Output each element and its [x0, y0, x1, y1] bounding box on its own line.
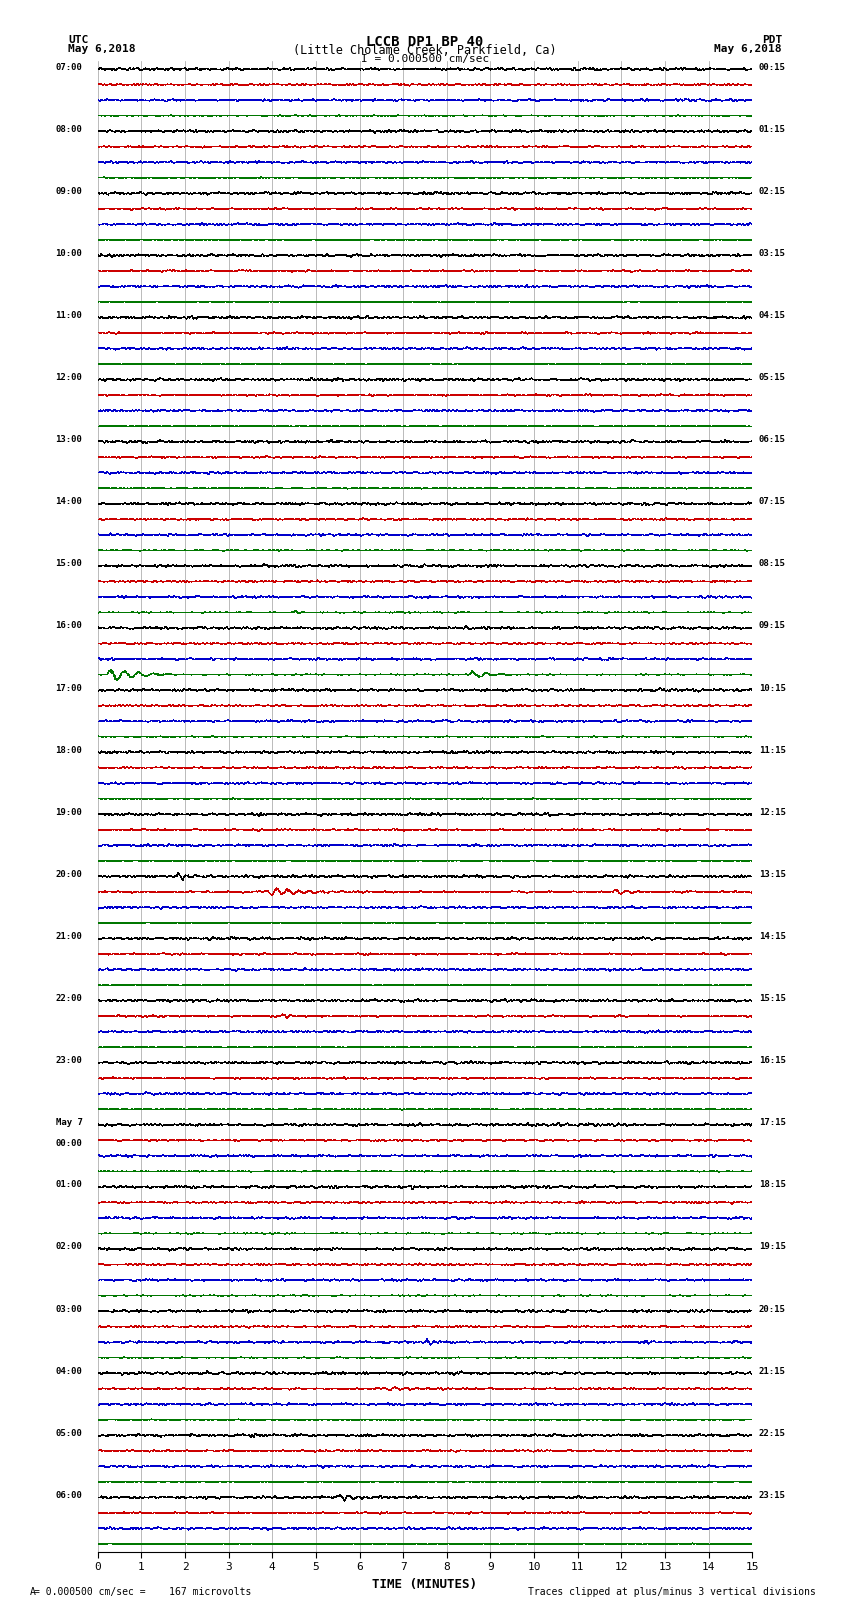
Text: 21:00: 21:00 [55, 932, 82, 940]
Text: 14:15: 14:15 [759, 932, 785, 940]
Text: 02:15: 02:15 [759, 187, 785, 195]
Text: 05:00: 05:00 [55, 1429, 82, 1437]
Text: 14:00: 14:00 [55, 497, 82, 506]
Text: May 6,2018: May 6,2018 [68, 44, 135, 55]
Text: 23:00: 23:00 [55, 1057, 82, 1065]
X-axis label: TIME (MINUTES): TIME (MINUTES) [372, 1578, 478, 1590]
Text: 10:15: 10:15 [759, 684, 785, 692]
Text: 04:00: 04:00 [55, 1366, 82, 1376]
Text: 21:15: 21:15 [759, 1366, 785, 1376]
Text: I = 0.000500 cm/sec: I = 0.000500 cm/sec [361, 53, 489, 65]
Text: 07:00: 07:00 [55, 63, 82, 71]
Text: 18:00: 18:00 [55, 745, 82, 755]
Text: 19:15: 19:15 [759, 1242, 785, 1252]
Text: 15:00: 15:00 [55, 560, 82, 568]
Text: 08:15: 08:15 [759, 560, 785, 568]
Text: 06:00: 06:00 [55, 1490, 82, 1500]
Text: 16:15: 16:15 [759, 1057, 785, 1065]
Text: 03:15: 03:15 [759, 248, 785, 258]
Text: 13:00: 13:00 [55, 436, 82, 444]
Text: 15:15: 15:15 [759, 994, 785, 1003]
Text: (Little Cholame Creek, Parkfield, Ca): (Little Cholame Creek, Parkfield, Ca) [293, 44, 557, 58]
Text: 19:00: 19:00 [55, 808, 82, 816]
Text: 17:15: 17:15 [759, 1118, 785, 1127]
Text: 22:00: 22:00 [55, 994, 82, 1003]
Text: Traces clipped at plus/minus 3 vertical divisions: Traces clipped at plus/minus 3 vertical … [528, 1587, 816, 1597]
Text: 10:00: 10:00 [55, 248, 82, 258]
Text: 09:15: 09:15 [759, 621, 785, 631]
Text: 01:00: 01:00 [55, 1181, 82, 1189]
Text: UTC: UTC [68, 35, 88, 45]
Text: 18:15: 18:15 [759, 1181, 785, 1189]
Text: PDT: PDT [762, 35, 782, 45]
Text: 11:15: 11:15 [759, 745, 785, 755]
Text: 04:15: 04:15 [759, 311, 785, 319]
Text: = 0.000500 cm/sec =    167 microvolts: = 0.000500 cm/sec = 167 microvolts [34, 1587, 252, 1597]
Text: 17:00: 17:00 [55, 684, 82, 692]
Text: May 7: May 7 [55, 1118, 82, 1127]
Text: 16:00: 16:00 [55, 621, 82, 631]
Text: 05:15: 05:15 [759, 373, 785, 382]
Text: 13:15: 13:15 [759, 869, 785, 879]
Text: A: A [30, 1587, 36, 1597]
Text: 03:00: 03:00 [55, 1305, 82, 1313]
Text: 12:15: 12:15 [759, 808, 785, 816]
Text: May 6,2018: May 6,2018 [715, 44, 782, 55]
Text: 22:15: 22:15 [759, 1429, 785, 1437]
Text: 00:00: 00:00 [55, 1139, 82, 1148]
Text: 08:00: 08:00 [55, 124, 82, 134]
Text: 20:15: 20:15 [759, 1305, 785, 1313]
Text: 20:00: 20:00 [55, 869, 82, 879]
Text: 06:15: 06:15 [759, 436, 785, 444]
Text: 11:00: 11:00 [55, 311, 82, 319]
Text: 00:15: 00:15 [759, 63, 785, 71]
Text: 07:15: 07:15 [759, 497, 785, 506]
Text: 01:15: 01:15 [759, 124, 785, 134]
Text: 09:00: 09:00 [55, 187, 82, 195]
Text: 23:15: 23:15 [759, 1490, 785, 1500]
Text: 02:00: 02:00 [55, 1242, 82, 1252]
Text: LCCB DP1 BP 40: LCCB DP1 BP 40 [366, 35, 484, 48]
Text: 12:00: 12:00 [55, 373, 82, 382]
